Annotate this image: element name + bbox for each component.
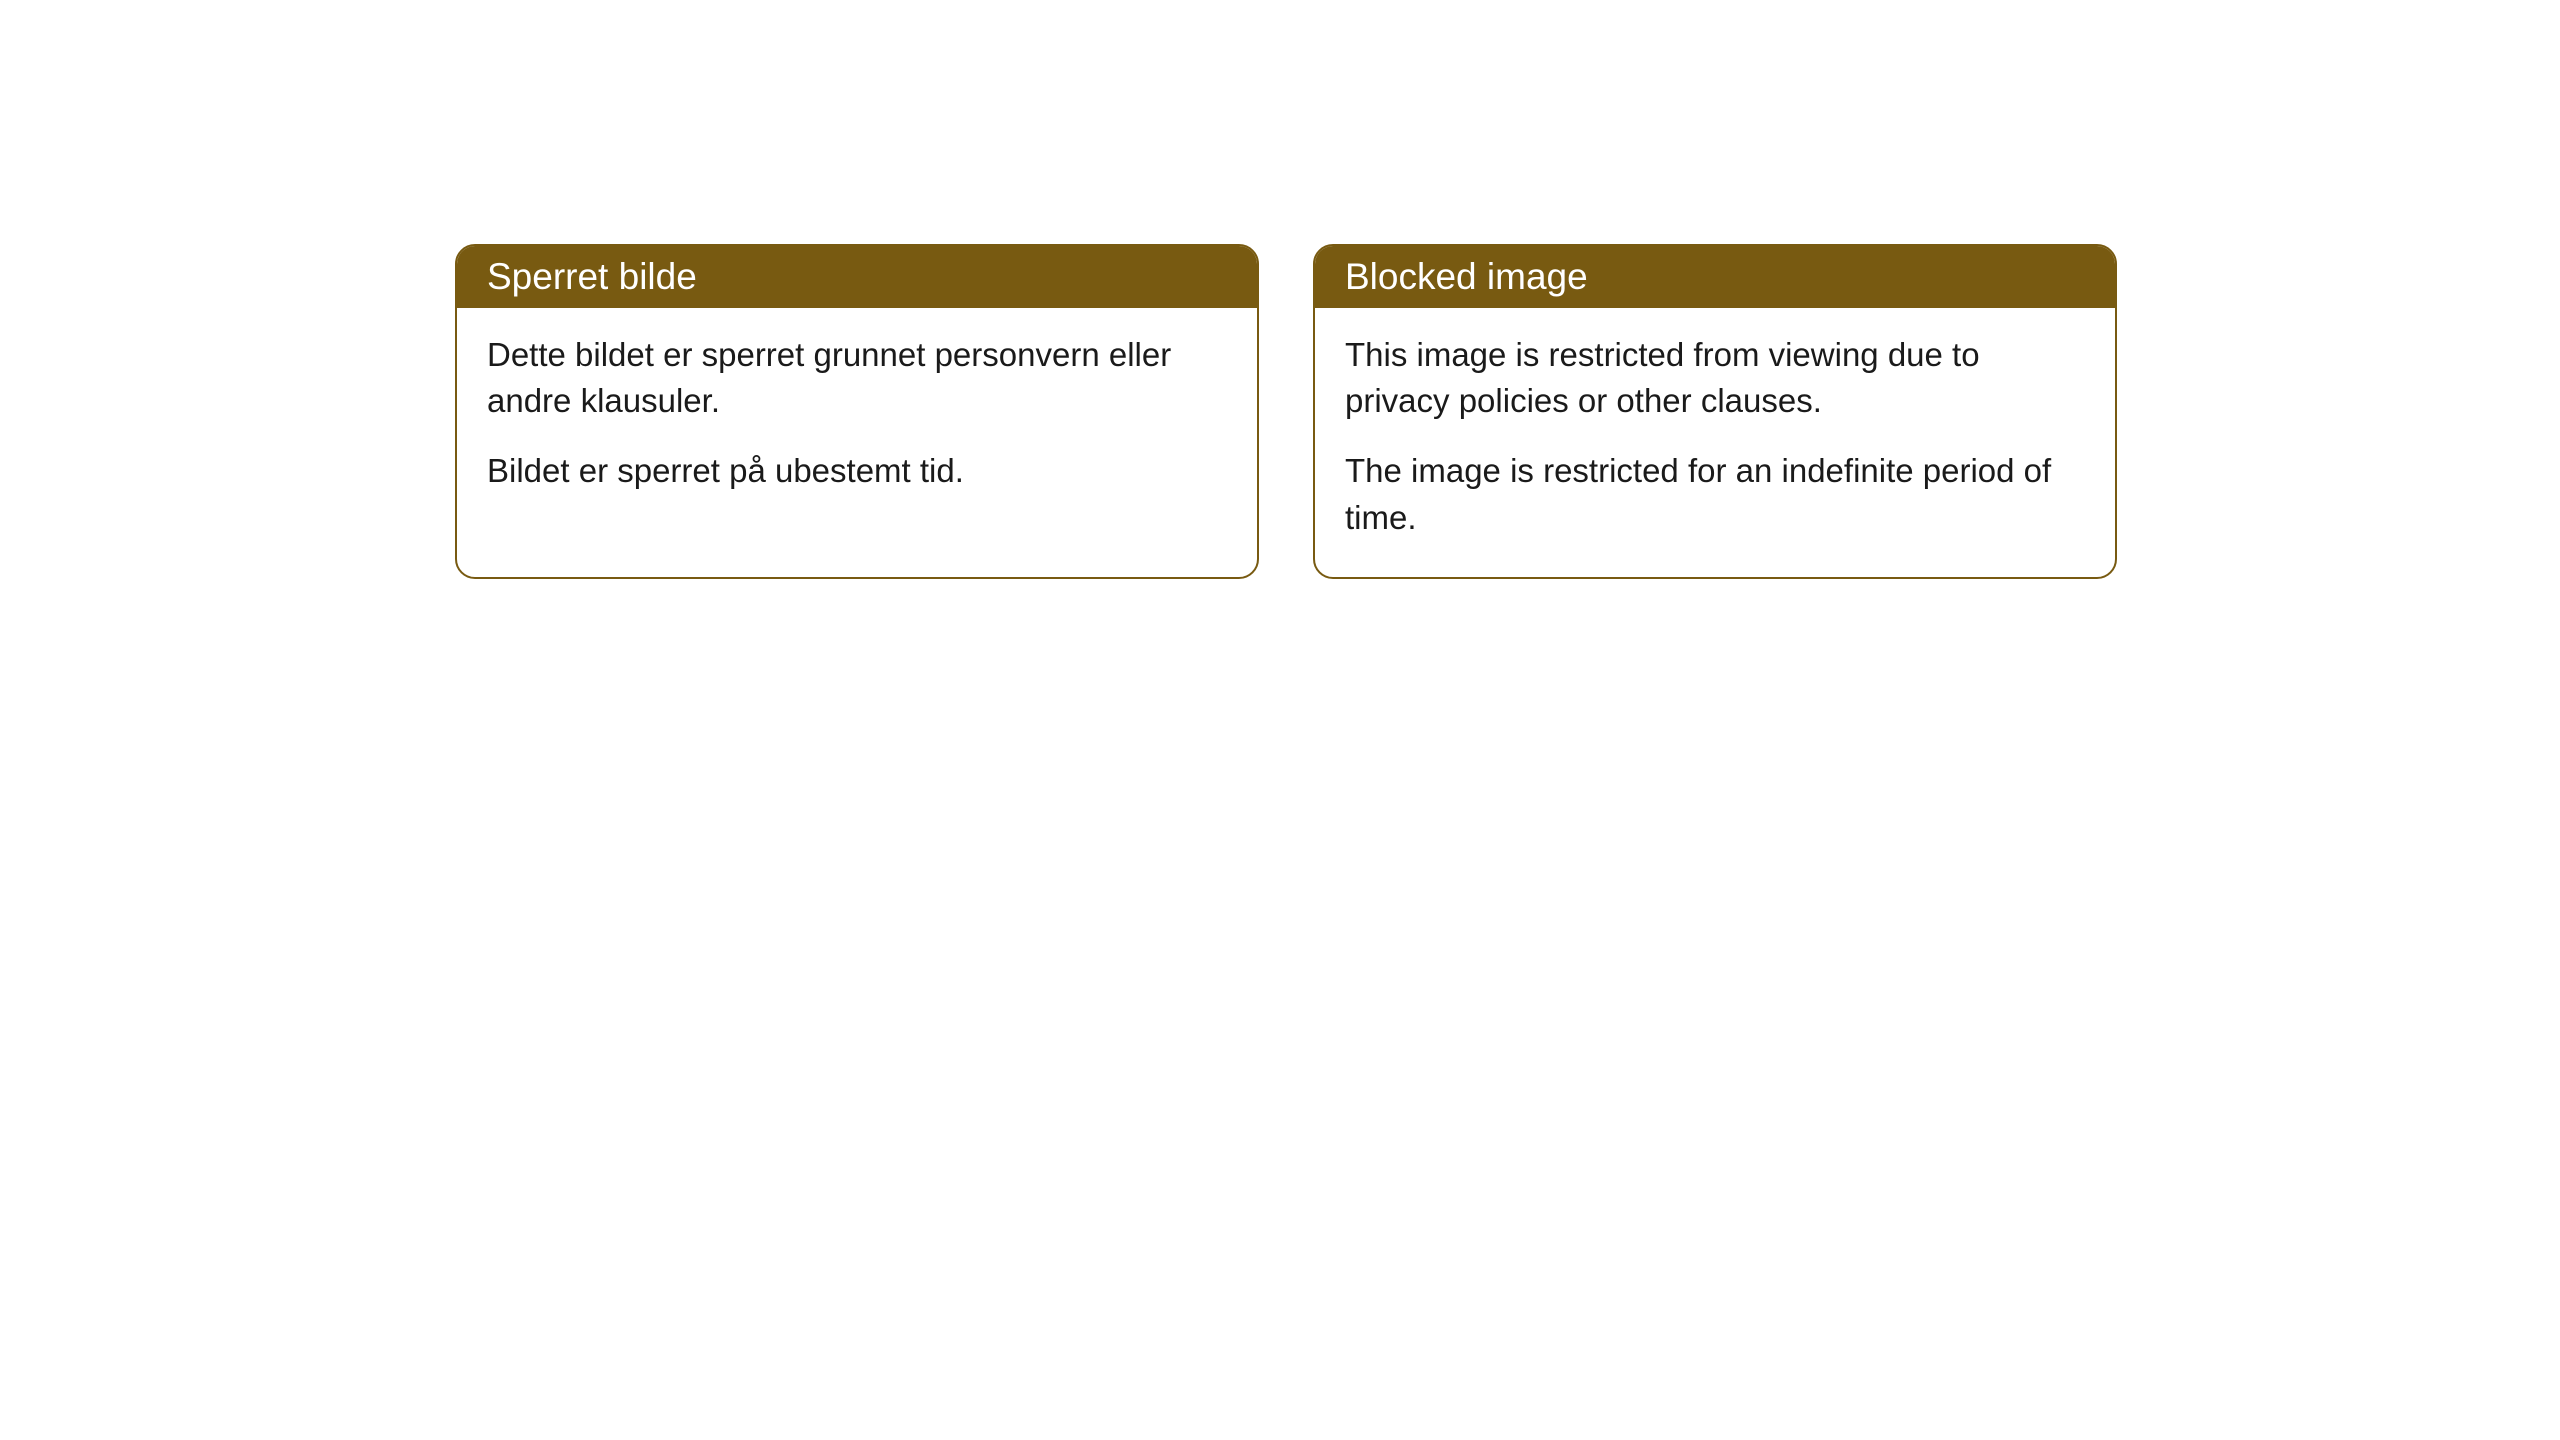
notice-card-english: Blocked image This image is restricted f… xyxy=(1313,244,2117,579)
card-header: Blocked image xyxy=(1315,246,2115,308)
card-body: Dette bildet er sperret grunnet personve… xyxy=(457,308,1257,531)
card-title: Blocked image xyxy=(1345,256,1588,297)
card-paragraph: Dette bildet er sperret grunnet personve… xyxy=(487,332,1227,424)
notice-card-norwegian: Sperret bilde Dette bildet er sperret gr… xyxy=(455,244,1259,579)
card-body: This image is restricted from viewing du… xyxy=(1315,308,2115,577)
card-paragraph: The image is restricted for an indefinit… xyxy=(1345,448,2085,540)
card-title: Sperret bilde xyxy=(487,256,697,297)
card-paragraph: Bildet er sperret på ubestemt tid. xyxy=(487,448,1227,494)
card-header: Sperret bilde xyxy=(457,246,1257,308)
card-paragraph: This image is restricted from viewing du… xyxy=(1345,332,2085,424)
notice-cards-container: Sperret bilde Dette bildet er sperret gr… xyxy=(455,244,2117,579)
